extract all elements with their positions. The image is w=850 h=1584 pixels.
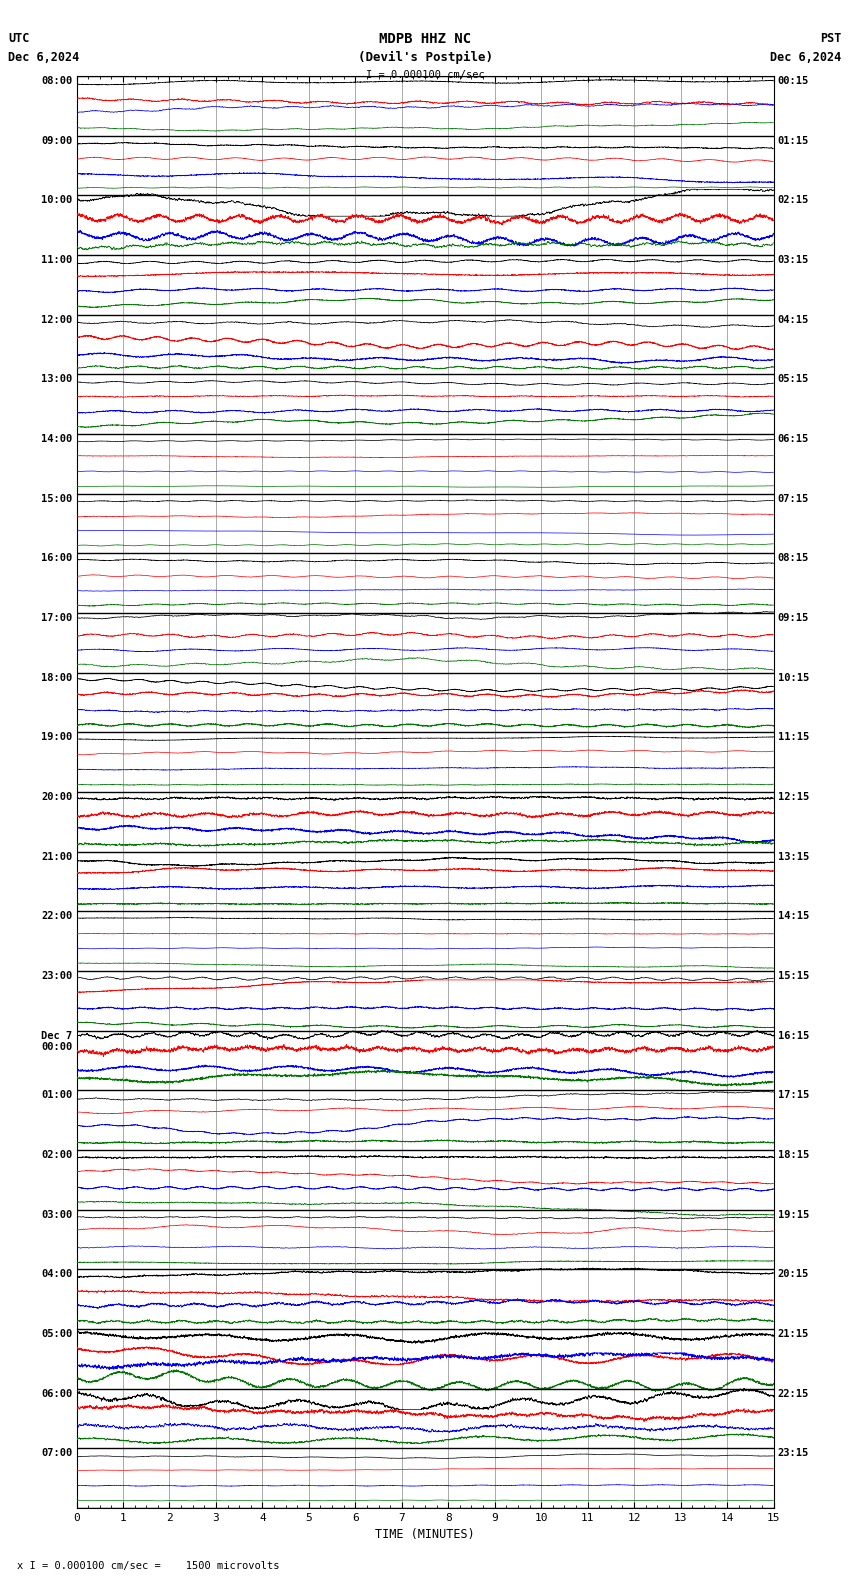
Text: 16:15: 16:15 (778, 1031, 809, 1041)
Text: 20:15: 20:15 (778, 1269, 809, 1280)
Text: Dec 7
00:00: Dec 7 00:00 (41, 1031, 72, 1052)
Text: 21:00: 21:00 (41, 852, 72, 862)
Text: 03:15: 03:15 (778, 255, 809, 265)
Text: 06:15: 06:15 (778, 434, 809, 444)
Text: 16:00: 16:00 (41, 553, 72, 564)
Text: PST: PST (820, 32, 842, 44)
Text: 18:00: 18:00 (41, 673, 72, 683)
Text: 22:15: 22:15 (778, 1389, 809, 1399)
Text: UTC: UTC (8, 32, 30, 44)
Text: MDPB HHZ NC: MDPB HHZ NC (379, 32, 471, 46)
Text: 05:00: 05:00 (41, 1329, 72, 1338)
Text: 04:15: 04:15 (778, 315, 809, 325)
Text: 03:00: 03:00 (41, 1210, 72, 1220)
Text: 14:00: 14:00 (41, 434, 72, 444)
Text: x I = 0.000100 cm/sec =    1500 microvolts: x I = 0.000100 cm/sec = 1500 microvolts (17, 1562, 280, 1571)
Text: 23:15: 23:15 (778, 1448, 809, 1459)
Text: 00:15: 00:15 (778, 76, 809, 86)
Text: I = 0.000100 cm/sec: I = 0.000100 cm/sec (366, 70, 484, 79)
Text: 07:00: 07:00 (41, 1448, 72, 1459)
Text: 21:15: 21:15 (778, 1329, 809, 1338)
Text: 20:00: 20:00 (41, 792, 72, 802)
Text: 04:00: 04:00 (41, 1269, 72, 1280)
Text: 19:00: 19:00 (41, 732, 72, 743)
Text: 23:00: 23:00 (41, 971, 72, 980)
Text: 10:15: 10:15 (778, 673, 809, 683)
Text: 01:00: 01:00 (41, 1090, 72, 1101)
Text: 07:15: 07:15 (778, 494, 809, 504)
Text: 11:00: 11:00 (41, 255, 72, 265)
Text: 10:00: 10:00 (41, 195, 72, 206)
Text: 13:00: 13:00 (41, 374, 72, 385)
Text: 08:00: 08:00 (41, 76, 72, 86)
Text: 01:15: 01:15 (778, 136, 809, 146)
Text: 02:15: 02:15 (778, 195, 809, 206)
Text: 19:15: 19:15 (778, 1210, 809, 1220)
Text: (Devil's Postpile): (Devil's Postpile) (358, 51, 492, 63)
Text: 09:00: 09:00 (41, 136, 72, 146)
Text: 13:15: 13:15 (778, 852, 809, 862)
X-axis label: TIME (MINUTES): TIME (MINUTES) (375, 1529, 475, 1541)
Text: 12:00: 12:00 (41, 315, 72, 325)
Text: Dec 6,2024: Dec 6,2024 (8, 51, 80, 63)
Text: 22:00: 22:00 (41, 911, 72, 922)
Text: 11:15: 11:15 (778, 732, 809, 743)
Text: 08:15: 08:15 (778, 553, 809, 564)
Text: 17:15: 17:15 (778, 1090, 809, 1101)
Text: 15:00: 15:00 (41, 494, 72, 504)
Text: Dec 6,2024: Dec 6,2024 (770, 51, 842, 63)
Text: 05:15: 05:15 (778, 374, 809, 385)
Text: 06:00: 06:00 (41, 1389, 72, 1399)
Text: 17:00: 17:00 (41, 613, 72, 623)
Text: 14:15: 14:15 (778, 911, 809, 922)
Text: 09:15: 09:15 (778, 613, 809, 623)
Text: 15:15: 15:15 (778, 971, 809, 980)
Text: 12:15: 12:15 (778, 792, 809, 802)
Text: 18:15: 18:15 (778, 1150, 809, 1159)
Text: 02:00: 02:00 (41, 1150, 72, 1159)
